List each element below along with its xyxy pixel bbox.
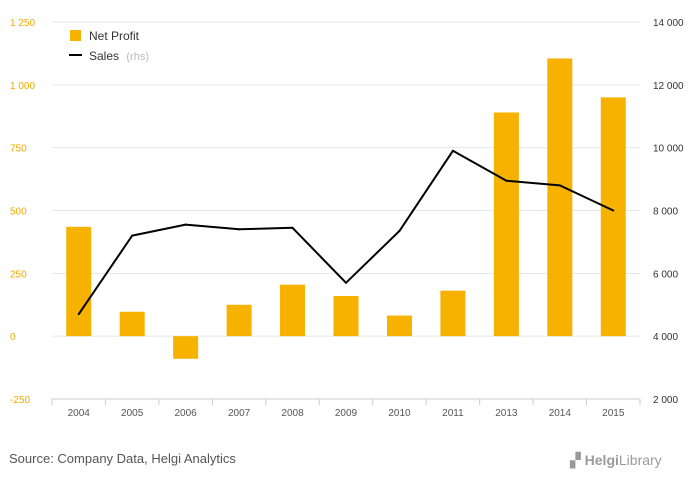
sales-point	[291, 226, 294, 229]
gridlines	[52, 21, 640, 400]
source-note: Source: Company Data, Helgi Analytics	[9, 451, 236, 466]
sales-point	[184, 223, 187, 226]
sales-line-series	[77, 149, 615, 316]
left-y-tick-label: 500	[10, 207, 27, 218]
net-profit-bar	[333, 295, 359, 337]
logo-icon: ▞	[570, 452, 585, 468]
net-profit-bar	[226, 304, 252, 337]
right-y-tick-label: 8 000	[653, 207, 678, 218]
sales-line	[77, 149, 614, 315]
net-profit-bars	[66, 58, 626, 359]
x-tick-label: 2004	[68, 408, 91, 419]
sales-point	[558, 184, 561, 187]
x-tick-label: 2015	[602, 408, 625, 419]
sales-point	[131, 234, 134, 237]
net-profit-bar	[440, 290, 466, 337]
sales-point	[612, 209, 615, 212]
right-y-tick-label: 2 000	[653, 395, 678, 406]
net-profit-bar	[600, 97, 626, 337]
net-profit-bar	[386, 315, 412, 337]
sales-point	[398, 229, 401, 232]
legend-sales-label: Sales	[89, 49, 119, 63]
x-tick-label: 2009	[335, 408, 358, 419]
helgi-library-logo: ▞ HelgiLibrary	[570, 452, 662, 468]
x-tick-label: 2014	[549, 408, 572, 419]
x-tick-label: 2011	[442, 408, 464, 419]
right-y-tick-label: 14 000	[653, 18, 684, 29]
sales-point	[505, 179, 508, 182]
right-y-tick-label: 12 000	[653, 81, 684, 92]
net-profit-bar	[119, 311, 145, 337]
sales-point	[77, 313, 80, 316]
sales-point	[345, 281, 347, 284]
x-tick-label: 2005	[121, 408, 144, 419]
x-axis: 2004 2005 2006 2007 2008 2009 2010 2011 2013 2014…	[51, 399, 641, 419]
right-y-tick-label: 10 000	[653, 144, 684, 155]
net-profit-bar	[493, 112, 519, 337]
sales-point	[451, 149, 454, 152]
left-y-tick-label: 1 000	[10, 81, 35, 92]
sales-point	[238, 228, 241, 231]
chart: 2004 2005 2006 2007 2008 2009 2010 2011 2013 2014…	[10, 18, 684, 419]
net-profit-bar	[173, 336, 199, 359]
x-tick-label: 2006	[175, 408, 198, 419]
left-y-tick-label: 250	[10, 269, 27, 280]
right-y-axis: 2 000 4 000 6 000 8 000 10 000 12 000 14 000	[653, 18, 684, 406]
x-tick-label: 2008	[281, 408, 304, 419]
left-y-tick-label: -250	[10, 395, 30, 406]
left-y-tick-label: 750	[10, 144, 27, 155]
svg-text:Sales (rhs): Sales (rhs)	[89, 49, 149, 63]
net-profit-bar	[66, 226, 92, 337]
legend-net-profit-swatch	[70, 30, 81, 41]
legend-sales-rhs: (rhs)	[126, 51, 149, 63]
net-profit-bar	[280, 284, 306, 337]
right-y-tick-label: 6 000	[653, 269, 678, 280]
x-tick-label: 2007	[228, 408, 251, 419]
x-tick-label: 2013	[495, 408, 518, 419]
left-y-tick-label: 1 250	[10, 18, 35, 29]
right-y-tick-label: 4 000	[653, 332, 678, 343]
x-tick-label: 2010	[388, 408, 411, 419]
legend-net-profit-label: Net Profit	[89, 29, 140, 43]
legend: Net Profit Sales (rhs)	[69, 29, 149, 63]
net-profit-bar	[547, 58, 573, 337]
left-y-axis: -250 0 250 500 750 1 000 1 250	[10, 18, 35, 406]
left-y-tick-label: 0	[10, 332, 16, 343]
